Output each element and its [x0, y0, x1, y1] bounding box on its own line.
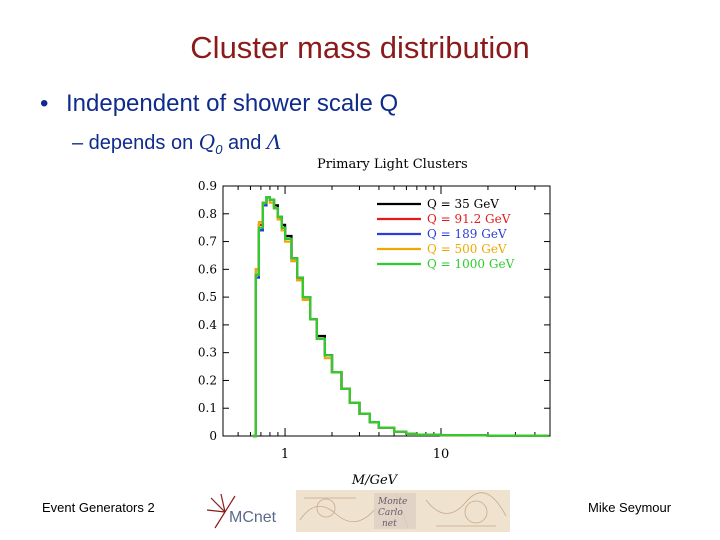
- mcnet-logo-text: MCnet: [229, 509, 277, 526]
- y-tick-label: 0.9: [198, 179, 217, 193]
- y-tick-label: 0.6: [198, 262, 217, 276]
- chart-title: Primary Light Clusters: [317, 157, 468, 172]
- legend-label: Q = 1000 GeV: [427, 257, 515, 271]
- legend-label: Q = 35 GeV: [427, 197, 499, 211]
- x-tick-label: 10: [433, 447, 450, 462]
- mc-logo-line-3: net: [382, 519, 397, 529]
- y-tick-label: 0.5: [198, 290, 217, 304]
- sub-bullet-and: and: [222, 132, 267, 154]
- monte-carlo-net-logo: Monte Carlo net: [296, 490, 510, 532]
- y-tick-label: 0.1: [198, 401, 217, 415]
- q0-subscript: 0: [215, 142, 223, 157]
- y-tick-label: 0.3: [198, 346, 217, 360]
- sub-bullet-prefix: – depends on: [72, 132, 199, 154]
- q0-symbol: Q: [198, 130, 216, 154]
- legend-label: Q = 189 GeV: [427, 227, 507, 241]
- mcnet-logo: MCnet: [206, 493, 277, 529]
- legend-label: Q = 500 GeV: [427, 242, 507, 256]
- y-tick-label: 0.7: [198, 235, 217, 249]
- plot-frame: [222, 185, 551, 437]
- cluster-mass-chart: Primary Light Clusters 0 0.1 0.2 0.3 0.4 0.5 0.…: [198, 157, 551, 488]
- bullet-text: Independent of shower scale Q: [66, 90, 399, 117]
- y-tick-label: 0.4: [198, 318, 217, 332]
- x-axis-label: M/GeV: [351, 473, 399, 488]
- y-tick-label: 0.8: [198, 207, 217, 221]
- slide-title: Cluster mass distribution: [190, 30, 530, 65]
- sub-bullet: – depends on Q0 and Λ: [72, 130, 281, 157]
- bullet-dot-icon: •: [40, 90, 49, 117]
- footer-event-generators: Event Generators 2: [42, 500, 155, 515]
- x-tick-label: 1: [281, 447, 289, 462]
- y-tick-label: 0.2: [198, 373, 217, 387]
- mc-logo-line-2: Carlo: [378, 508, 403, 518]
- y-tick-label: 0: [209, 429, 217, 443]
- mc-logo-line-1: Monte: [377, 497, 407, 507]
- footer-author: Mike Seymour: [588, 500, 672, 515]
- series-line: [252, 196, 549, 438]
- lambda-symbol: Λ: [266, 130, 282, 154]
- bullet-point: • Independent of shower scale Q: [40, 90, 398, 118]
- legend-label: Q = 91.2 GeV: [427, 212, 511, 226]
